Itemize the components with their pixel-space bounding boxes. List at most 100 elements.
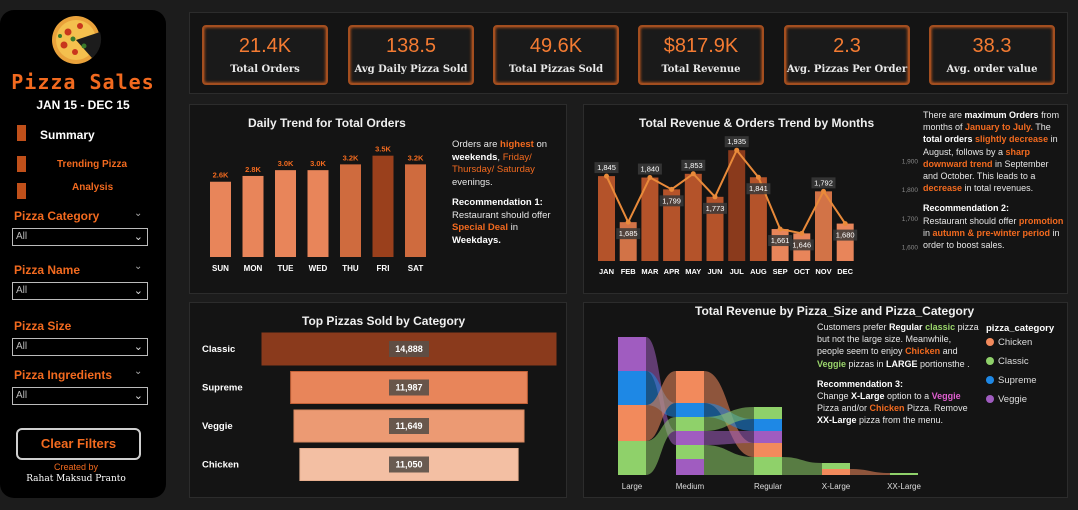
name-select[interactable]: All ⌄ (12, 282, 148, 300)
orders-trend-line (605, 148, 847, 235)
size-axis-label: Medium (676, 482, 705, 491)
orders-label-bg (811, 177, 836, 189)
monthly-bar (663, 189, 681, 261)
chevron-down-icon: ⌄ (133, 231, 143, 243)
monthly-axis-label: DEC (837, 267, 853, 276)
orders-trend-point (842, 221, 848, 227)
size-flow-ribbon (646, 417, 676, 475)
legend-item[interactable]: Classic (986, 356, 1029, 367)
orders-label-bg (681, 159, 706, 171)
monthly-axis-label: MAY (685, 267, 701, 276)
created-by-label: Created by (53, 462, 99, 472)
category-label-bg (389, 456, 429, 473)
daily-bar-label: 3.2K (343, 153, 359, 162)
nav-trending-pizza[interactable]: Trending Pizza (57, 159, 128, 170)
monthly-axis-label: OCT (794, 267, 810, 276)
orders-data-label: 1,773 (706, 204, 725, 213)
orders-data-label: 1,680 (836, 231, 855, 240)
filter-label-name: Pizza Name (14, 263, 81, 277)
size-stack-segment (754, 407, 782, 419)
kpi-label: Avg. Pizzas Per Order (786, 64, 908, 75)
legend-item[interactable]: Supreme (986, 375, 1037, 386)
category-funnel-chart: 14,888 Classic 11,987 Supreme 11,649 Veggie 11… (202, 332, 557, 481)
orders-trend-point (690, 171, 696, 177)
orders-trend-point (734, 147, 740, 153)
app-title: Pizza Sales (11, 70, 155, 94)
monthly-trend-panel: Total Revenue & Orders Trend by Months J… (583, 104, 1068, 294)
ingredients-select[interactable]: All ⌄ (12, 387, 148, 405)
nav-marker (17, 125, 26, 141)
category-value-label: 11,050 (395, 460, 422, 470)
monthly-axis-label: APR (664, 267, 680, 276)
size-stack-segment (676, 431, 704, 445)
chevron-down-icon[interactable]: ⌄ (134, 366, 143, 377)
category-name-label: Classic (202, 344, 235, 355)
kpi-value: 2.3 (833, 35, 861, 57)
category-select[interactable]: All ⌄ (12, 228, 148, 246)
size-stack-segment (754, 419, 782, 431)
kpi-value: 38.3 (972, 35, 1012, 57)
legend-label: Classic (998, 356, 1029, 367)
daily-bar (340, 164, 361, 257)
monthly-bar (728, 150, 746, 261)
size-stack-segment (618, 371, 646, 405)
daily-bar-label: 3.2K (408, 153, 424, 162)
size-flow-ribbon (782, 457, 822, 475)
orders-trend-point (669, 186, 675, 192)
daily-bar (307, 170, 329, 257)
legend-item[interactable]: Chicken (986, 337, 1032, 348)
orders-label-bg (724, 136, 749, 148)
size-stack-segment (618, 337, 646, 371)
monthly-y-tick: 1,600 (902, 245, 919, 252)
size-category-ribbon-chart: Large Medium Regular X-Large XX-Large (618, 337, 921, 491)
size-flow-ribbon (704, 445, 754, 475)
daily-axis-label: WED (309, 264, 328, 273)
daily-bar-label: 3.0K (310, 159, 326, 168)
size-select[interactable]: All ⌄ (12, 338, 148, 356)
orders-trend-point (647, 175, 653, 181)
monthly-trend-title: Total Revenue & Orders Trend by Months (639, 116, 875, 130)
size-stack-segment (822, 463, 850, 469)
monthly-axis-label: JUL (730, 267, 745, 276)
kpi-label: Total Revenue (661, 64, 741, 75)
size-select-value: All (16, 341, 28, 352)
nav-analysis[interactable]: Analysis (72, 182, 114, 193)
chevron-down-icon[interactable]: ⌄ (134, 208, 143, 219)
monthly-revenue-orders-chart: JAN FEB MAR APR MAY JUN JUL AUG SEP OCT NOV DEC 1,84… (594, 136, 919, 276)
monthly-bar (749, 177, 767, 261)
orders-data-label: 1,646 (792, 240, 811, 249)
legend-label: Supreme (998, 375, 1037, 386)
legend-title: pizza_category (986, 323, 1055, 334)
legend-item[interactable]: Veggie (986, 394, 1027, 405)
category-select-value: All (16, 231, 28, 242)
orders-label-bg (768, 235, 793, 247)
daily-bar (210, 181, 231, 257)
clear-filters-button[interactable]: Clear Filters (16, 428, 141, 460)
daily-bar-label: 3.5K (375, 145, 391, 154)
size-stack-segment (676, 371, 704, 403)
kpi-avg-pizzas-per-order: 2.3 Avg. Pizzas Per Order (784, 25, 910, 85)
kpi-label: Avg. order value (946, 64, 1038, 75)
chevron-down-icon[interactable]: ⌄ (134, 261, 143, 272)
kpi-label: Total Pizzas Sold (508, 64, 604, 75)
kpi-avg-daily-pizza: 138.5 Avg Daily Pizza Sold (348, 25, 474, 85)
chevron-down-icon: ⌄ (133, 341, 143, 353)
nav-marker (17, 156, 26, 172)
orders-data-label: 1,853 (684, 161, 703, 170)
daily-axis-label: THU (342, 264, 359, 273)
pizza-logo-icon (52, 16, 102, 64)
daily-axis-label: TUE (278, 264, 295, 273)
nav-summary[interactable]: Summary (40, 128, 95, 142)
orders-trend-point (625, 219, 631, 225)
kpi-label: Total Orders (230, 64, 300, 75)
category-name-label: Veggie (202, 421, 233, 432)
orders-trend-point (821, 188, 826, 194)
size-flow-ribbon (850, 469, 890, 475)
chevron-down-icon: ⌄ (133, 285, 143, 297)
size-stack-segment (676, 417, 704, 431)
legend-swatch (986, 338, 994, 346)
ingredients-select-value: All (16, 390, 28, 401)
size-stack-segment (618, 405, 646, 441)
daily-trend-note: Orders are highest on weekends, Friday/ … (452, 139, 551, 246)
monthly-bar (619, 222, 637, 261)
